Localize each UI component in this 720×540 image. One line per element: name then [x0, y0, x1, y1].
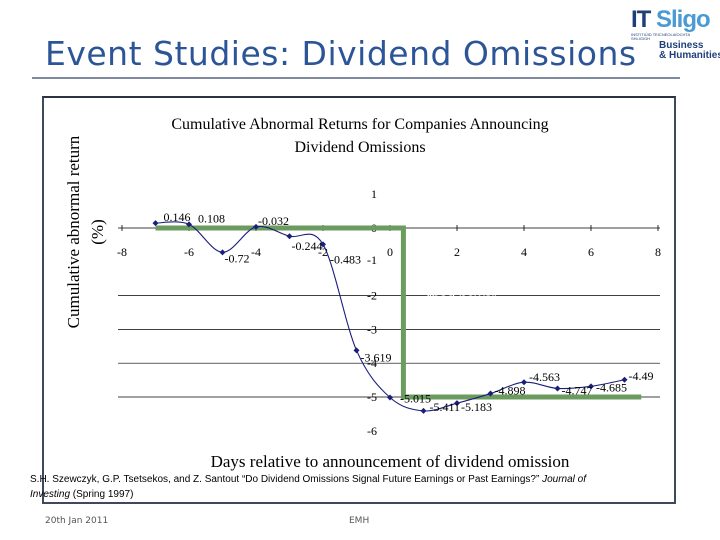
data-label: -4.685 [596, 380, 627, 394]
data-label: -0.483 [330, 252, 361, 266]
data-point-marker [320, 241, 326, 248]
data-point-marker [186, 221, 192, 228]
data-label: -5.015 [400, 392, 431, 406]
chart-title-line-2: Dividend Omissions [294, 139, 425, 156]
car-series-line [155, 221, 625, 412]
y-tick-label: -5 [367, 390, 377, 404]
chart-title-line-1: Cumulative Abnormal Returns for Companie… [171, 116, 548, 133]
data-point-marker [219, 249, 226, 256]
data-point-marker [487, 390, 494, 397]
y-tick-label: -4 [367, 356, 377, 370]
x-tick-label: 8 [655, 245, 661, 259]
data-label: -5.183 [461, 400, 492, 414]
institute-logo: IT Sligo INSTITIÚID TEICNEOLAÍOCHTA SHLI… [629, 6, 720, 61]
x-tick-label: 2 [454, 245, 460, 259]
chart-gridlines [118, 295, 660, 398]
data-point-marker [353, 347, 360, 354]
data-point-marker [253, 223, 259, 230]
y-tick-label: -1 [367, 253, 377, 267]
data-label: -4.49 [629, 369, 654, 383]
x-tick-label: -8 [117, 245, 127, 259]
x-tick-label: -2 [318, 245, 328, 259]
logo-sligo-text: Sligo [656, 6, 711, 33]
car-series [152, 220, 628, 414]
annotation-line-1: Efficient market response to [427, 271, 600, 287]
data-label: -4.563 [529, 370, 560, 384]
x-tick-label: 0 [387, 245, 393, 259]
title-divider [32, 77, 680, 79]
data-label: 0.108 [198, 211, 225, 225]
data-label: -0.244 [292, 239, 323, 253]
footer-topic: EMH [349, 516, 370, 526]
y-tick-label: -6 [367, 424, 377, 438]
chart-frame [42, 96, 676, 504]
y-tick-label: -3 [367, 322, 377, 336]
chart-labels: 0.146 0.108-0.72-0.032-0.244-0.483-3.619-… [64, 116, 654, 471]
y-axis-title-line-2: (%) [88, 219, 107, 244]
slide-title: Event Studies: Dividend Omissions [45, 34, 637, 73]
footer-date: 20th Jan 2011 [45, 516, 109, 526]
data-label: -3.619 [361, 350, 392, 364]
data-point-marker [621, 376, 628, 383]
y-tick-label: 1 [371, 187, 377, 201]
x-tick-label: -6 [184, 245, 194, 259]
x-tick-label: 4 [521, 245, 527, 259]
data-point-marker [420, 407, 427, 414]
data-label: -4.747 [562, 383, 593, 397]
logo-tagline: INSTITIÚID TEICNEOLAÍOCHTA SHLIGIGH [631, 32, 690, 41]
data-point-marker [286, 233, 293, 240]
efficient-response-line [155, 225, 642, 400]
logo-it-text: IT [631, 6, 651, 33]
annotation-line-2: “bad news” [427, 290, 497, 306]
y-tick-label: -2 [367, 289, 377, 303]
citation-authors: S.H. Szewczyk, G.P. Tsetsekos, and Z. Sa… [30, 474, 540, 485]
citation-journal-part1: Journal of [539, 474, 587, 485]
data-point-marker [521, 379, 527, 386]
data-label: -4.898 [495, 384, 526, 398]
x-tick-label: 6 [588, 245, 594, 259]
data-label: -0.72 [225, 251, 250, 265]
efficient-response-overlay: Efficient market response to “bad news” [155, 225, 642, 400]
data-point-marker [152, 220, 159, 227]
logo-humanities-text: & Humanities [659, 50, 720, 61]
data-point-marker [554, 385, 561, 392]
x-tick-label: -4 [251, 245, 261, 259]
data-label: -0.032 [258, 214, 289, 228]
x-axis-title: Days relative to announcement of dividen… [211, 452, 570, 471]
data-label: -5.411 [430, 400, 461, 414]
data-point-marker [454, 400, 460, 407]
citation: S.H. Szewczyk, G.P. Tsetsekos, and Z. Sa… [30, 472, 710, 502]
data-point-marker [387, 394, 393, 401]
data-point-marker [588, 383, 594, 390]
citation-journal-part2: Investing [30, 489, 71, 500]
citation-issue: (Spring 1997) [70, 489, 134, 500]
data-label: 0.146 [164, 210, 191, 224]
logo-business-text: Business [659, 40, 704, 51]
y-axis-title-line-1: Cumulative abnormal return [64, 135, 83, 328]
